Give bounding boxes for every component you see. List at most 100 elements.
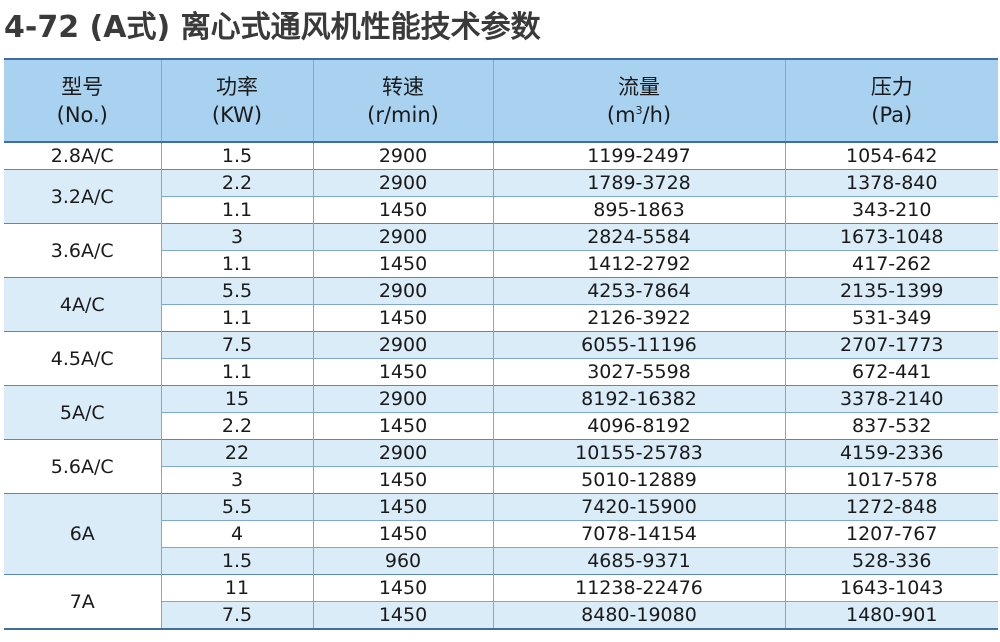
header-power-unit: (KW)	[211, 102, 263, 127]
header-model-label: 型号	[61, 74, 104, 99]
cell-speed: 2900	[312, 169, 493, 197]
table-row: 3.6A/C 3 2900 2824-5584 1673-1048	[4, 223, 998, 278]
cell-speed: 2900	[312, 141, 493, 170]
header-flow: 流量 (m3/h)	[492, 59, 785, 143]
cell-pressure: 528-336	[784, 547, 998, 575]
cell-speed: 2900	[312, 223, 493, 251]
cell-power: 15	[160, 385, 313, 413]
cell-flow: 7420-15900	[492, 493, 785, 521]
header-pressure-unit: (Pa)	[871, 102, 913, 127]
table-row: 1.1 1450 1412-2792 417-262	[4, 250, 998, 278]
cell-flow: 2824-5584	[492, 223, 785, 251]
cell-flow: 10155-25783	[492, 439, 785, 467]
header-pressure-label: 压力	[870, 74, 913, 99]
cell-speed: 1450	[312, 196, 493, 224]
cell-model: 6A	[4, 493, 161, 575]
cell-pressure: 2135-1399	[784, 277, 998, 305]
cell-pressure: 672-441	[784, 358, 998, 386]
header-speed: 转速 (r/min)	[312, 59, 493, 143]
cell-flow: 1199-2497	[492, 141, 785, 170]
table-row: 1.1 1450 895-1863 343-210	[4, 196, 998, 224]
table-row: 4.5A/C 7.5 2900 6055-11196 2707-1773	[4, 331, 998, 386]
cell-speed: 1450	[312, 493, 493, 521]
cell-flow: 11238-22476	[492, 574, 785, 602]
cell-power: 1.1	[160, 196, 313, 224]
cell-speed: 2900	[312, 277, 493, 305]
table-row: 4 1450 7078-14154 1207-767	[4, 520, 998, 548]
cell-model: 3.2A/C	[4, 169, 161, 224]
cell-flow: 1412-2792	[492, 250, 785, 278]
cell-speed: 2900	[312, 385, 493, 413]
cell-power: 7.5	[160, 331, 313, 359]
cell-power: 4	[160, 520, 313, 548]
cell-speed: 1450	[312, 358, 493, 386]
table-row: 3.2A/C 2.2 2900 1789-3728 1378-840	[4, 169, 998, 224]
table-row: 1.5 960 4685-9371 528-336	[4, 547, 998, 575]
header-model: 型号 (No.)	[4, 59, 161, 143]
cell-flow: 2126-3922	[492, 304, 785, 332]
cell-speed: 1450	[312, 520, 493, 548]
table-body: 2.8A/C 1.5 2900 1199-2497 1054-642 3.2A/C 2.2 2…	[4, 141, 998, 629]
header-speed-unit: (r/min)	[367, 102, 439, 127]
table-row: 7A 11 1450 11238-22476 1643-1043	[4, 574, 998, 629]
cell-pressure: 1378-840	[784, 169, 998, 197]
cell-pressure: 1673-1048	[784, 223, 998, 251]
cell-power: 3	[160, 223, 313, 251]
cell-speed: 1450	[312, 250, 493, 278]
table-row: 2.8A/C 1.5 2900 1199-2497 1054-642	[4, 141, 998, 170]
table-row: 1.1 1450 2126-3922 531-349	[4, 304, 998, 332]
cell-speed: 1450	[312, 601, 493, 629]
header-model-unit: (No.)	[56, 102, 108, 127]
cell-pressure: 1643-1043	[784, 574, 998, 602]
cell-pressure: 4159-2336	[784, 439, 998, 467]
cell-power: 1.5	[160, 141, 313, 170]
cell-model: 5.6A/C	[4, 439, 161, 494]
cell-speed: 2900	[312, 331, 493, 359]
table-row: 3 1450 5010-12889 1017-578	[4, 466, 998, 494]
header-row: 型号 (No.) 功率 (KW) 转速 (r/min) 流量 (m3/h) 压力…	[4, 59, 998, 143]
cell-speed: 1450	[312, 304, 493, 332]
cell-pressure: 1017-578	[784, 466, 998, 494]
cell-power: 2.2	[160, 169, 313, 197]
cell-pressure: 1054-642	[784, 141, 998, 170]
cell-flow: 7078-14154	[492, 520, 785, 548]
spec-table: 型号 (No.) 功率 (KW) 转速 (r/min) 流量 (m3/h) 压力…	[4, 58, 998, 630]
cell-model: 4.5A/C	[4, 331, 161, 386]
cell-power: 5.5	[160, 277, 313, 305]
header-flow-unit: (m3/h)	[494, 101, 785, 129]
cell-pressure: 1272-848	[784, 493, 998, 521]
cell-model: 5A/C	[4, 385, 161, 440]
table-row: 4A/C 5.5 2900 4253-7864 2135-1399	[4, 277, 998, 332]
cell-speed: 1450	[312, 466, 493, 494]
cell-pressure: 1207-767	[784, 520, 998, 548]
cell-model: 7A	[4, 574, 161, 629]
cell-power: 1.5	[160, 547, 313, 575]
cell-power: 2.2	[160, 412, 313, 440]
cell-flow: 3027-5598	[492, 358, 785, 386]
cell-power: 1.1	[160, 304, 313, 332]
header-speed-label: 转速	[382, 74, 424, 99]
cell-pressure: 1480-901	[784, 601, 998, 629]
table-row: 6A 5.5 1450 7420-15900 1272-848	[4, 493, 998, 575]
cell-power: 11	[160, 574, 313, 602]
cell-model: 2.8A/C	[4, 141, 161, 170]
cell-model: 3.6A/C	[4, 223, 161, 278]
cell-flow: 5010-12889	[492, 466, 785, 494]
cell-flow: 1789-3728	[492, 169, 785, 197]
cell-power: 5.5	[160, 493, 313, 521]
cell-power: 3	[160, 466, 313, 494]
header-flow-unit-sup: 3	[635, 103, 643, 117]
cell-model: 4A/C	[4, 277, 161, 332]
table-row: 5A/C 15 2900 8192-16382 3378-2140	[4, 385, 998, 440]
cell-flow: 6055-11196	[492, 331, 785, 359]
header-flow-label: 流量	[618, 74, 660, 99]
cell-speed: 1450	[312, 412, 493, 440]
table-row: 7.5 1450 8480-19080 1480-901	[4, 601, 998, 629]
cell-pressure: 837-532	[784, 412, 998, 440]
cell-speed: 1450	[312, 574, 493, 602]
table-row: 5.6A/C 22 2900 10155-25783 4159-2336	[4, 439, 998, 494]
cell-speed: 2900	[312, 439, 493, 467]
cell-pressure: 343-210	[784, 196, 998, 224]
table-row: 1.1 1450 3027-5598 672-441	[4, 358, 998, 386]
header-pressure: 压力 (Pa)	[784, 59, 998, 143]
